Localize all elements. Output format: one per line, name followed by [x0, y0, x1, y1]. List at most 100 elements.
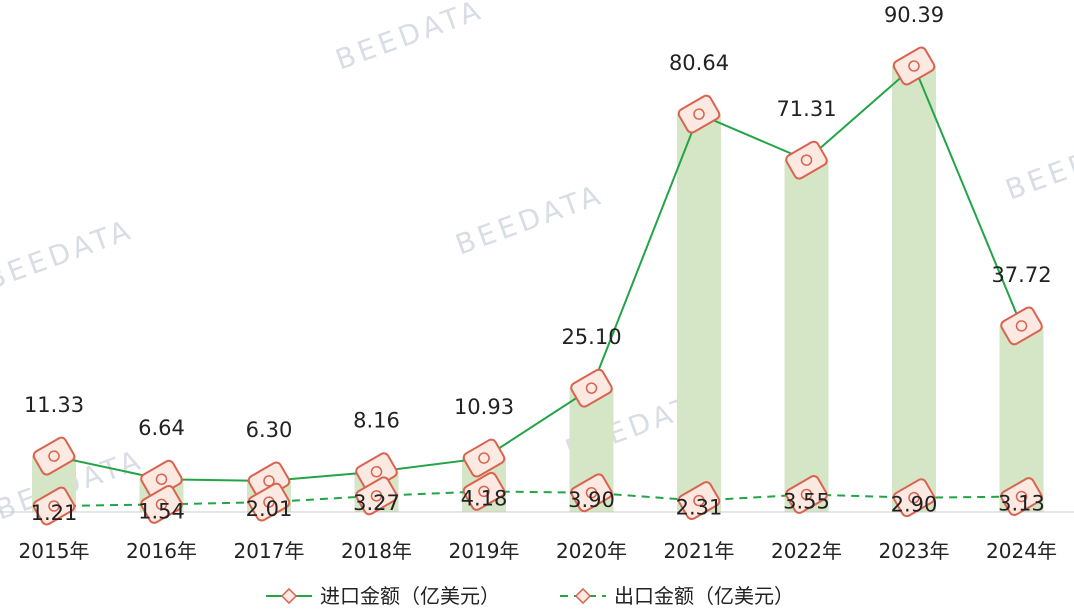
marker-group: [32, 46, 1043, 526]
data-label-import: 6.64: [138, 416, 185, 440]
marker-import: [785, 140, 828, 180]
legend-marker: [574, 587, 592, 605]
marker-dot: [370, 465, 383, 478]
marker-export: [247, 482, 291, 522]
marker-import: [1000, 306, 1043, 346]
marker-body: [570, 368, 613, 408]
data-label-import: 25.10: [561, 325, 621, 349]
x-tick-label: 2021年: [664, 539, 735, 563]
marker-export: [570, 473, 613, 513]
line-export: [53, 490, 1022, 508]
marker-import: [462, 438, 506, 478]
marker-dot: [370, 490, 383, 502]
data-label-export: 3.13: [998, 492, 1045, 516]
marker-body: [140, 484, 183, 524]
legend: 进口金额（亿美元） 出口金额（亿美元）: [266, 584, 794, 608]
marker-dot: [48, 500, 60, 512]
x-tick-label: 2023年: [879, 539, 950, 563]
marker-dot: [693, 494, 705, 507]
data-label-export: 3.55: [783, 489, 830, 513]
data-label-export: 4.18: [461, 486, 508, 510]
bar-import: [677, 114, 721, 512]
marker-export: [785, 475, 828, 514]
data-label-export: 2.01: [246, 497, 293, 521]
marker-dot: [585, 487, 598, 499]
watermark-text: BEEDATA: [451, 178, 608, 262]
marker-body: [570, 473, 613, 513]
x-axis: 2015年 2016年 2017年 2018年 2019年 2020年 2021年 2022年…: [0, 511, 1074, 563]
marker-dot: [263, 496, 275, 508]
marker-dot: [585, 382, 598, 394]
marker-import: [570, 368, 613, 408]
marker-body: [892, 46, 936, 86]
bar-import: [784, 160, 829, 512]
x-tick-label: 2015年: [19, 539, 90, 563]
marker-import: [32, 436, 76, 476]
data-label-import: 71.31: [776, 97, 836, 121]
marker-dot: [800, 154, 813, 166]
marker-body: [892, 478, 936, 518]
marker-body: [1000, 477, 1043, 516]
marker-export: [677, 481, 721, 521]
line-import: [53, 64, 1023, 482]
x-tick-label: 2019年: [449, 539, 520, 563]
data-label-export: 2.31: [676, 496, 723, 520]
x-tick-label: 2017年: [234, 539, 305, 563]
legend-label: 进口金额（亿美元）: [320, 584, 500, 608]
marker-import: [892, 46, 936, 86]
marker-export: [355, 476, 398, 516]
marker-export: [892, 478, 936, 518]
watermark-text: BEEDATA: [0, 213, 138, 297]
data-label-import: 80.64: [669, 51, 729, 75]
data-label-import: 90.39: [884, 3, 944, 27]
marker-body: [462, 471, 506, 511]
x-tick-label: 2024年: [986, 539, 1057, 563]
marker-body: [677, 481, 721, 521]
marker-import: [677, 94, 721, 134]
data-label-import: 10.93: [454, 395, 514, 419]
marker-dot: [908, 60, 920, 72]
legend-marker-body: [574, 587, 592, 605]
marker-body: [32, 436, 76, 476]
watermark-text: BEEDATA: [1001, 123, 1074, 207]
data-label-group: 11.33 6.64 6.30 8.16 10.93 25.10 80.64 71.31 90.…: [24, 3, 1052, 525]
marker-dot: [155, 473, 168, 485]
data-label-import: 11.33: [24, 393, 84, 417]
marker-dot: [1015, 490, 1028, 503]
legend-label: 出口金额（亿美元）: [614, 584, 794, 608]
x-tick-label: 2016年: [126, 539, 197, 563]
data-label-export: 2.90: [891, 493, 938, 517]
bar-group: [32, 66, 1044, 512]
marker-dot: [908, 491, 920, 504]
bar-import: [892, 66, 936, 512]
marker-dot: [1015, 320, 1028, 332]
data-label-import: 6.30: [246, 418, 293, 442]
marker-body: [462, 438, 506, 478]
marker-export: [140, 484, 183, 524]
marker-body: [677, 94, 721, 134]
legend-marker: [280, 587, 298, 605]
marker-dot: [478, 485, 490, 498]
legend-marker-body: [280, 587, 298, 605]
marker-dot: [48, 450, 60, 462]
marker-dot: [800, 488, 813, 501]
x-tick-label: 2018年: [341, 539, 412, 563]
marker-body: [785, 140, 828, 180]
data-label-export: 1.21: [31, 501, 78, 525]
x-tick-label: 2022年: [771, 539, 842, 563]
data-label-export: 1.54: [138, 499, 185, 523]
watermark-text: BEEDATA: [331, 0, 488, 77]
marker-dot: [693, 108, 705, 120]
marker-export: [1000, 477, 1043, 516]
x-tick-label: 2020年: [556, 539, 627, 563]
marker-dot: [155, 498, 168, 511]
marker-dot: [478, 452, 490, 464]
data-label-export: 3.27: [353, 491, 400, 515]
marker-body: [32, 486, 76, 526]
marker-body: [247, 482, 291, 522]
data-label-import: 8.16: [353, 409, 400, 433]
marker-export: [32, 486, 76, 526]
line-group: [53, 64, 1023, 508]
marker-export: [462, 471, 506, 511]
